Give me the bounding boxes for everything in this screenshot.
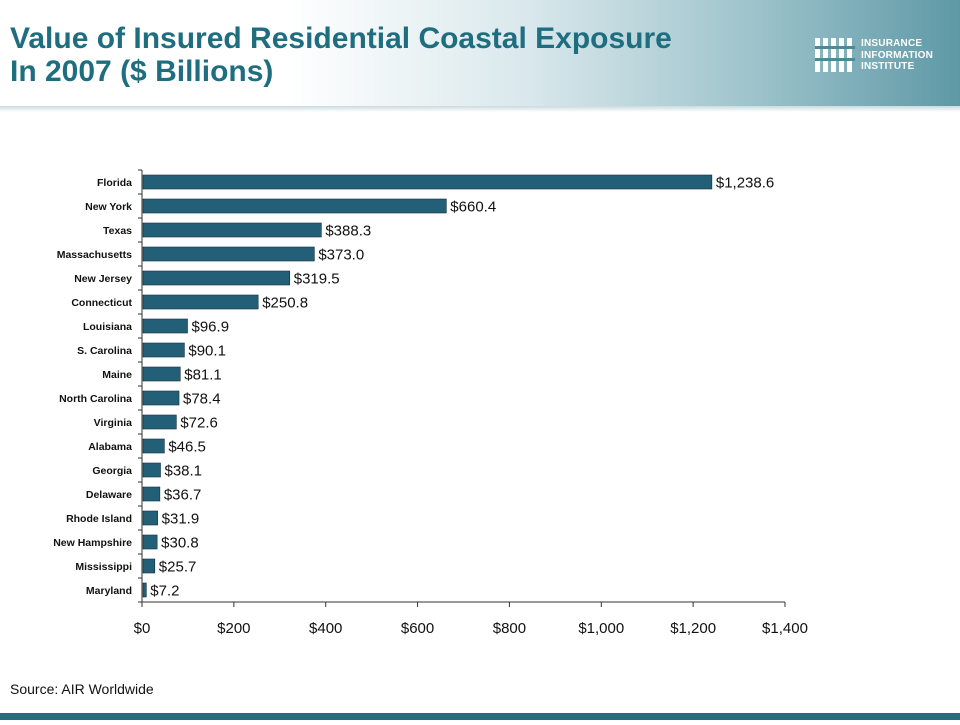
bar: [142, 222, 322, 238]
category-label: Texas: [103, 225, 132, 237]
data-label: $81.1: [184, 367, 222, 384]
category-label: Maryland: [86, 585, 132, 597]
logo-text-1: INSURANCE: [861, 38, 923, 49]
category-label: New Hampshire: [53, 537, 132, 549]
logo-text-3: INSTITUTE: [861, 61, 915, 72]
x-tick-label: $1,200: [670, 620, 716, 637]
bar: [142, 174, 713, 190]
footer-band: [0, 713, 960, 720]
iii-logo-mark-icon: [815, 38, 855, 72]
x-tick-label: $400: [309, 620, 342, 637]
data-label: $78.4: [183, 391, 221, 408]
bar: [142, 582, 147, 598]
bar: [142, 534, 158, 550]
category-label: Rhode Island: [66, 513, 132, 525]
bar: [142, 318, 188, 334]
bar: [142, 486, 161, 502]
data-label: $250.8: [262, 295, 308, 312]
data-label: $1,238.6: [716, 175, 774, 192]
data-label: $38.1: [164, 463, 202, 480]
bar: [142, 294, 259, 310]
x-tick-label: $600: [401, 620, 434, 637]
bar: [142, 390, 180, 406]
bar: [142, 270, 291, 286]
data-label: $319.5: [294, 271, 340, 288]
category-label: New Jersey: [74, 273, 132, 285]
x-tick-label: $1,000: [578, 620, 624, 637]
data-label: $46.5: [168, 439, 206, 456]
category-label: S. Carolina: [77, 345, 132, 357]
x-tick-label: $0: [134, 620, 151, 637]
bar: [142, 558, 156, 574]
data-label: $388.3: [325, 223, 371, 240]
data-label: $72.6: [180, 415, 218, 432]
bar: [142, 246, 315, 262]
data-label: $31.9: [162, 511, 200, 528]
title-line-2: In 2007 ($ Billions): [10, 55, 274, 88]
bar: [142, 414, 177, 430]
data-label: $373.0: [318, 247, 364, 264]
data-label: $25.7: [159, 559, 197, 576]
category-label: Virginia: [94, 417, 132, 429]
data-label: $30.8: [161, 535, 199, 552]
category-label: Massachusetts: [57, 249, 132, 261]
category-label: New York: [85, 201, 132, 213]
category-label: Maine: [102, 369, 132, 381]
category-label: Connecticut: [71, 297, 132, 309]
data-label: $7.2: [150, 583, 179, 600]
x-tick-label: $800: [493, 620, 526, 637]
data-label: $90.1: [188, 343, 226, 360]
logo-text-2: INFORMATION: [861, 49, 934, 61]
bar: [142, 366, 181, 382]
bar: [142, 510, 158, 526]
bar: [142, 198, 447, 214]
header-divider: [0, 106, 960, 112]
bar: [142, 462, 161, 478]
category-label: Delaware: [86, 489, 132, 501]
iii-logo: INSURANCE INFORMATION INSTITUTE: [815, 36, 955, 76]
category-label: Louisiana: [83, 321, 132, 333]
category-label: Florida: [97, 177, 132, 189]
category-label: Mississippi: [75, 561, 132, 573]
category-label: Georgia: [92, 465, 132, 477]
x-tick-label: $1,400: [762, 620, 808, 637]
data-label: $36.7: [164, 487, 202, 504]
bar: [142, 342, 185, 358]
x-tick-label: $200: [217, 620, 250, 637]
title-line-1: Value of Insured Residential Coastal Exp…: [10, 22, 672, 55]
data-label: $660.4: [450, 199, 496, 216]
page-title: Value of Insured Residential Coastal Exp…: [10, 22, 800, 88]
data-label: $96.9: [192, 319, 230, 336]
bar: [142, 438, 165, 454]
source-note: Source: AIR Worldwide: [10, 681, 154, 697]
category-label: North Carolina: [59, 393, 132, 405]
category-label: Alabama: [88, 441, 132, 453]
header-band: [0, 0, 960, 106]
